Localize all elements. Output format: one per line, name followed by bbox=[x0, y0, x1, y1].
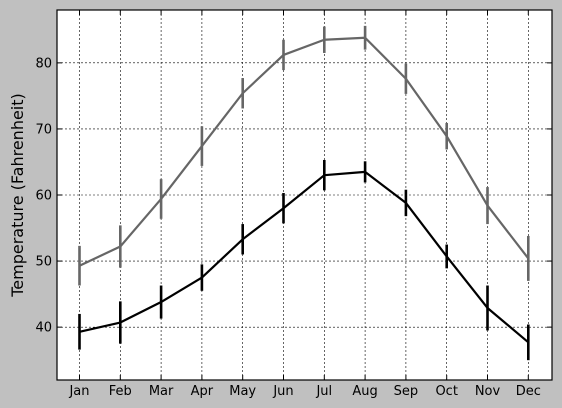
x-tick-label-aug: Aug bbox=[352, 384, 377, 399]
x-tick-label-jun: Jun bbox=[272, 384, 293, 399]
x-tick-label-oct: Oct bbox=[435, 384, 457, 399]
y-tick-label-80: 80 bbox=[35, 56, 52, 71]
y-axis-label: Temperature (Fahrenheit) bbox=[8, 93, 27, 298]
x-tick-label-jan: Jan bbox=[68, 384, 89, 399]
ticks: Jan Feb Mar Apr May Jun Jul Aug Sep Oct Nov Dec 40 50… bbox=[35, 10, 552, 399]
x-tick-label-nov: Nov bbox=[475, 384, 501, 399]
x-tick-label-jul: Jul bbox=[315, 384, 332, 399]
series-line-low bbox=[79, 170, 530, 344]
y-tick-label-40: 40 bbox=[35, 321, 52, 336]
series-layer bbox=[78, 25, 530, 361]
x-tick-label-mar: Mar bbox=[149, 384, 174, 399]
x-tick-label-feb: Feb bbox=[109, 384, 132, 399]
series-line-high bbox=[79, 36, 530, 267]
x-tick-label-dec: Dec bbox=[516, 384, 541, 399]
x-tick-label-may: May bbox=[229, 384, 256, 399]
x-tick-label-apr: Apr bbox=[191, 384, 214, 399]
y-tick-label-50: 50 bbox=[35, 255, 52, 270]
y-tick-label-70: 70 bbox=[35, 122, 52, 137]
y-tick-label-60: 60 bbox=[35, 189, 52, 204]
x-tick-label-sep: Sep bbox=[394, 384, 419, 399]
